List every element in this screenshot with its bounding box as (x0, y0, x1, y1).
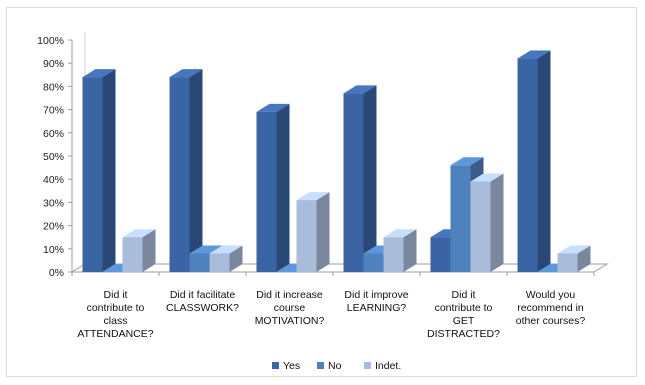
legend-label: Indet. (375, 360, 401, 372)
y-tick-label: 60% (43, 128, 64, 140)
bar-yes-5 (517, 50, 551, 273)
legend-label: Yes (283, 360, 300, 372)
bar-indet-4 (470, 173, 504, 272)
x-axis-labels: Did it contribute to class ATTENDANCE?Did i… (77, 289, 585, 340)
bar-top (557, 245, 591, 254)
y-tick-label: 30% (43, 197, 64, 209)
x-tick-label-line: LEARNING? (347, 302, 407, 314)
bar-side (403, 229, 417, 272)
x-tick-label-line: Did it improve (344, 289, 408, 301)
bar-indet-0 (122, 229, 156, 272)
x-tick-label-line: GET (453, 315, 475, 327)
bar-top (256, 103, 290, 112)
bar-front (363, 253, 384, 272)
bar-front (169, 77, 190, 273)
y-tick-label: 80% (43, 81, 64, 93)
bar-side (102, 69, 116, 273)
bar-front (517, 58, 538, 273)
bars (82, 50, 591, 273)
x-tick-label: Did it increase course MOTIVATION? (255, 289, 325, 327)
bar-top (209, 245, 243, 254)
x-tick-label: Did it facilitate CLASSWORK? (166, 289, 239, 314)
bar-top (82, 69, 116, 78)
y-tick-label: 90% (43, 58, 64, 70)
bar-side (490, 173, 504, 272)
bar-yes-2 (256, 103, 290, 272)
bar-top (189, 245, 223, 254)
bar-front (557, 253, 578, 272)
x-tick-label-line: course (274, 302, 306, 314)
x-tick-label-line: contribute to (87, 302, 145, 314)
x-tick-label-line: Did it (104, 289, 128, 301)
x-tick-label-line: Did it increase (256, 289, 323, 301)
y-tick-label: 50% (43, 151, 64, 163)
bar-side (363, 85, 377, 272)
bar-front (343, 93, 364, 272)
y-tick-label: 10% (43, 244, 64, 256)
y-tick-label: 100% (37, 35, 64, 47)
x-tick-label-line: ATTENDANCE? (77, 328, 153, 340)
x-tick-label-line: contribute to (435, 302, 493, 314)
bar-front (122, 237, 143, 272)
x-tick-label: Did it contribute to GET DISTRACTED? (427, 289, 500, 340)
bar-front (296, 200, 317, 272)
bar-front (450, 165, 471, 272)
x-tick-label-line: Did it (452, 289, 476, 301)
bar-yes-3 (343, 85, 377, 272)
bar-top (383, 229, 417, 238)
x-tick-label: Would you recommend in other courses? (516, 289, 586, 327)
bar-front (189, 253, 210, 272)
x-tick-label-line: DISTRACTED? (427, 328, 500, 340)
bar-side (142, 229, 156, 272)
bar-front (209, 253, 230, 272)
x-tick-label-line: Did it facilitate (170, 289, 236, 301)
bar-top (122, 229, 156, 238)
x-tick-label-line: class (104, 315, 128, 327)
bar-top (470, 173, 504, 182)
y-tick-label: 0% (49, 267, 64, 279)
bar-side (537, 50, 551, 273)
bar-top (343, 85, 377, 94)
bar-side (276, 103, 290, 272)
bar-front (383, 237, 404, 272)
bar-indet-2 (296, 192, 330, 272)
bar-indet-1 (209, 245, 243, 272)
y-tick-label: 40% (43, 174, 64, 186)
x-tick-label-line: MOTIVATION? (255, 315, 325, 327)
bar-front (470, 181, 491, 272)
bar-indet-5 (557, 245, 591, 272)
bar-side (316, 192, 330, 272)
x-tick-label-line: Would you (526, 289, 576, 301)
legend-label: No (328, 360, 342, 372)
x-tick-label-line: other courses? (516, 315, 586, 327)
legend-swatch (364, 362, 371, 369)
bar-side (189, 69, 203, 273)
bar-indet-3 (383, 229, 417, 272)
bar-top (296, 192, 330, 201)
bar-front (430, 237, 451, 272)
legend-swatch (317, 362, 324, 369)
x-tick-label-line: CLASSWORK? (166, 302, 239, 314)
bar-top (450, 157, 484, 166)
y-tick-label: 70% (43, 105, 64, 117)
y-tick-label: 20% (43, 221, 64, 233)
x-tick-label-line: recommend in (517, 302, 584, 314)
bar-yes-1 (169, 69, 203, 273)
legend-swatch (272, 362, 279, 369)
legend: Yes No Indet. (272, 360, 401, 372)
bar-front (256, 111, 277, 272)
bar-front (82, 77, 103, 273)
bar-top (517, 50, 551, 59)
bar-yes-0 (82, 69, 116, 273)
x-tick-label: Did it contribute to class ATTENDANCE? (77, 289, 153, 340)
bar-side (229, 245, 243, 272)
bar-top (169, 69, 203, 78)
bar-side (577, 245, 591, 272)
x-tick-label: Did it improve LEARNING? (344, 289, 408, 314)
